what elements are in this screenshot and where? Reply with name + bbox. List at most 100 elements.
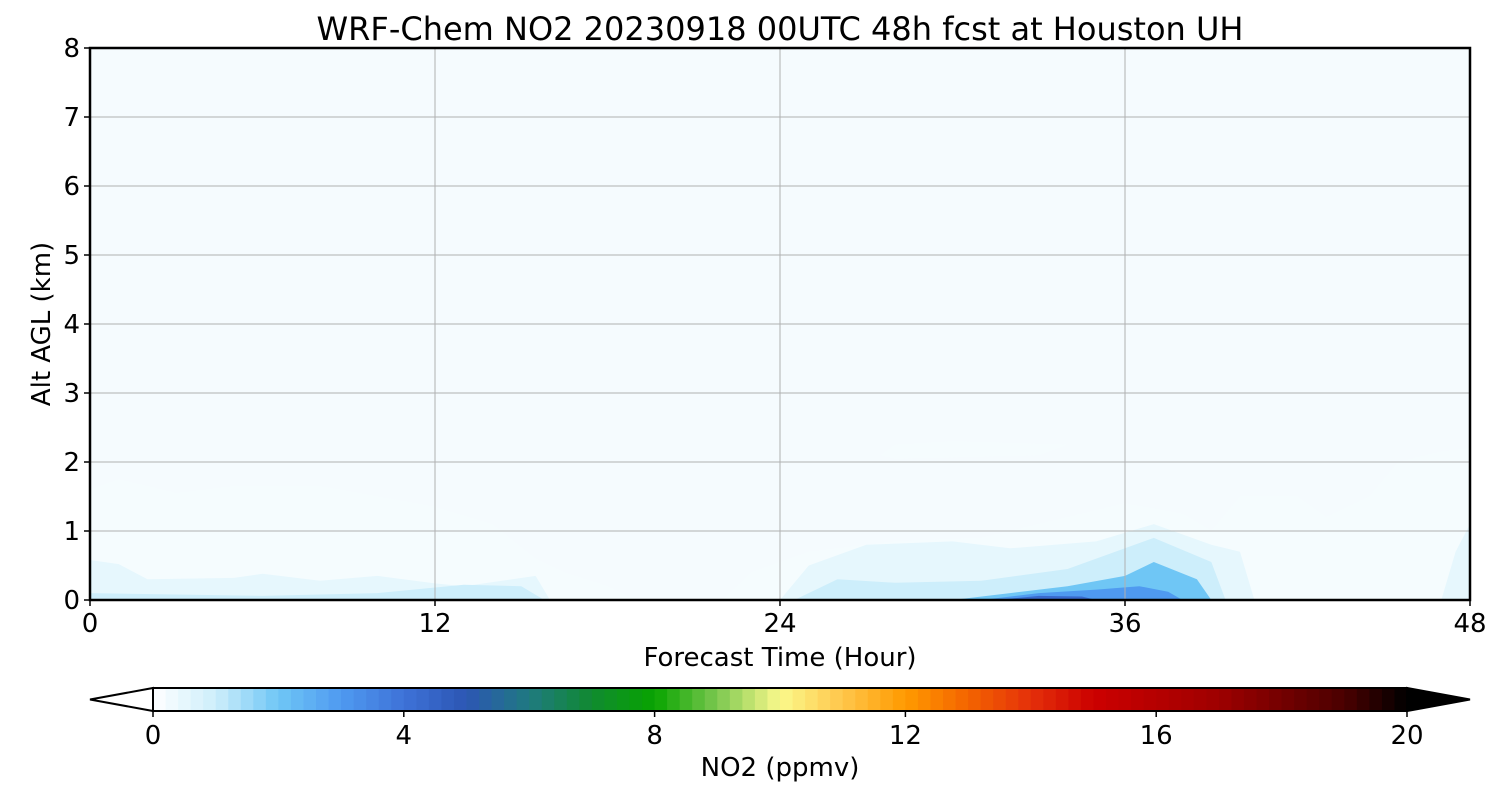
- colorbar-segment: [1068, 688, 1082, 711]
- colorbar-segment: [391, 688, 405, 711]
- colorbar-segment: [704, 688, 718, 711]
- colorbar-segment: [1306, 688, 1320, 711]
- colorbar-over-arrow: [1406, 686, 1471, 713]
- colorbar-segment: [178, 688, 192, 711]
- colorbar-segment: [642, 688, 656, 711]
- colorbar-segment: [1256, 688, 1270, 711]
- colorbar-segment: [1231, 688, 1245, 711]
- colorbar-segment: [290, 688, 305, 711]
- colorbar-segment: [855, 688, 869, 711]
- x-tick-label: 48: [1453, 609, 1486, 639]
- colorbar-tick-label: 16: [1140, 721, 1173, 751]
- colorbar-segment: [1193, 688, 1207, 711]
- x-axis: 0 12 24 36 48: [82, 600, 1487, 639]
- colorbar-segment: [1043, 688, 1057, 711]
- colorbar-segment: [880, 688, 894, 711]
- colorbar-segments: [153, 688, 1408, 711]
- colorbar-segment: [303, 688, 317, 711]
- x-tick-label: 12: [418, 609, 451, 639]
- colorbar-segment: [1168, 688, 1182, 711]
- colorbar-segment: [905, 688, 919, 711]
- colorbar-under-arrow: [89, 686, 154, 713]
- colorbar-segment: [805, 688, 819, 711]
- colorbar-segment: [591, 688, 606, 711]
- colorbar-segment: [980, 688, 994, 711]
- y-tick-label: 7: [63, 103, 80, 133]
- colorbar-segment: [1156, 688, 1170, 711]
- colorbar-segment: [1356, 688, 1370, 711]
- y-tick-label: 2: [63, 448, 80, 478]
- colorbar-segment: [1093, 688, 1107, 711]
- colorbar-segment: [1394, 688, 1408, 711]
- colorbar-segment: [278, 688, 292, 711]
- colorbar-segment: [504, 688, 518, 711]
- colorbar-tick-label: 0: [145, 721, 162, 751]
- colorbar-segment: [1080, 688, 1095, 711]
- colorbar-segment: [1218, 688, 1233, 711]
- x-tick-label: 0: [82, 609, 99, 639]
- contour-region-9: [981, 586, 1183, 600]
- colorbar-segment: [228, 688, 242, 711]
- colorbar-segment: [554, 688, 568, 711]
- colorbar-segment: [616, 688, 631, 711]
- contour-layer: [90, 441, 1470, 600]
- colorbar-ticks: 0 4 8 12 16 20: [145, 711, 1424, 751]
- colorbar-segment: [1106, 688, 1120, 711]
- colorbar-segment: [1181, 688, 1195, 711]
- colorbar-segment: [190, 688, 204, 711]
- x-tick-label: 24: [763, 609, 796, 639]
- plot-area: [88, 46, 1472, 602]
- colorbar-segment: [1206, 688, 1220, 711]
- y-tick-label: 1: [63, 517, 80, 547]
- colorbar-segment: [629, 688, 643, 711]
- x-axis-label: Forecast Time (Hour): [643, 643, 916, 673]
- contour-region-5: [1441, 524, 1470, 600]
- colorbar-segment: [265, 688, 279, 711]
- colorbar-segment: [1143, 688, 1157, 711]
- colorbar-segment: [516, 688, 530, 711]
- colorbar-segment: [667, 688, 681, 711]
- colorbar-segment: [579, 688, 593, 711]
- colorbar-segment: [1269, 688, 1283, 711]
- colorbar-segment: [341, 688, 355, 711]
- colorbar-segment: [366, 688, 380, 711]
- chart-title: WRF-Chem NO2 20230918 00UTC 48h fcst at …: [317, 10, 1244, 48]
- colorbar-segment: [968, 688, 982, 711]
- colorbar-segment: [692, 688, 706, 711]
- colorbar-segment: [428, 688, 443, 711]
- colorbar-segment: [529, 688, 543, 711]
- colorbar-segment: [403, 688, 417, 711]
- colorbar-segment: [955, 688, 969, 711]
- contour-region-0: [90, 479, 637, 600]
- colorbar-segment: [817, 688, 831, 711]
- y-tick-label: 0: [63, 586, 80, 616]
- colorbar-segment: [240, 688, 254, 711]
- colorbar-tick-label: 4: [396, 721, 413, 751]
- colorbar-segment: [930, 688, 944, 711]
- colorbar-segment: [892, 688, 906, 711]
- y-tick-label: 4: [63, 310, 80, 340]
- colorbar-frame: [152, 687, 1408, 712]
- colorbar-segment: [654, 688, 668, 711]
- colorbar-segment: [780, 688, 794, 711]
- colorbar-segment: [479, 688, 493, 711]
- colorbar-segment: [679, 688, 693, 711]
- colorbar-segment: [717, 688, 731, 711]
- colorbar-segment: [1030, 688, 1044, 711]
- colorbar-tick-label: 20: [1390, 721, 1423, 751]
- y-tick-label: 3: [63, 379, 80, 409]
- colorbar-segment: [792, 688, 806, 711]
- colorbar-segment: [830, 688, 844, 711]
- colorbar-segment: [867, 688, 881, 711]
- colorbar-segment: [1118, 688, 1132, 711]
- colorbar-segment: [316, 688, 330, 711]
- colorbar-segment: [842, 688, 856, 711]
- contour-region-2: [880, 441, 1068, 459]
- colorbar-segment: [453, 688, 468, 711]
- colorbar-segment: [742, 688, 756, 711]
- colorbar-segment: [165, 688, 179, 711]
- x-tick-label: 36: [1108, 609, 1141, 639]
- colorbar-segment: [328, 688, 342, 711]
- y-tick-label: 6: [63, 172, 80, 202]
